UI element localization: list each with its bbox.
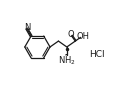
Text: NH$_2$: NH$_2$ — [58, 55, 76, 68]
Text: N: N — [24, 23, 30, 32]
Text: O: O — [68, 30, 75, 39]
Text: OH: OH — [76, 32, 89, 41]
Text: HCl: HCl — [89, 50, 104, 59]
